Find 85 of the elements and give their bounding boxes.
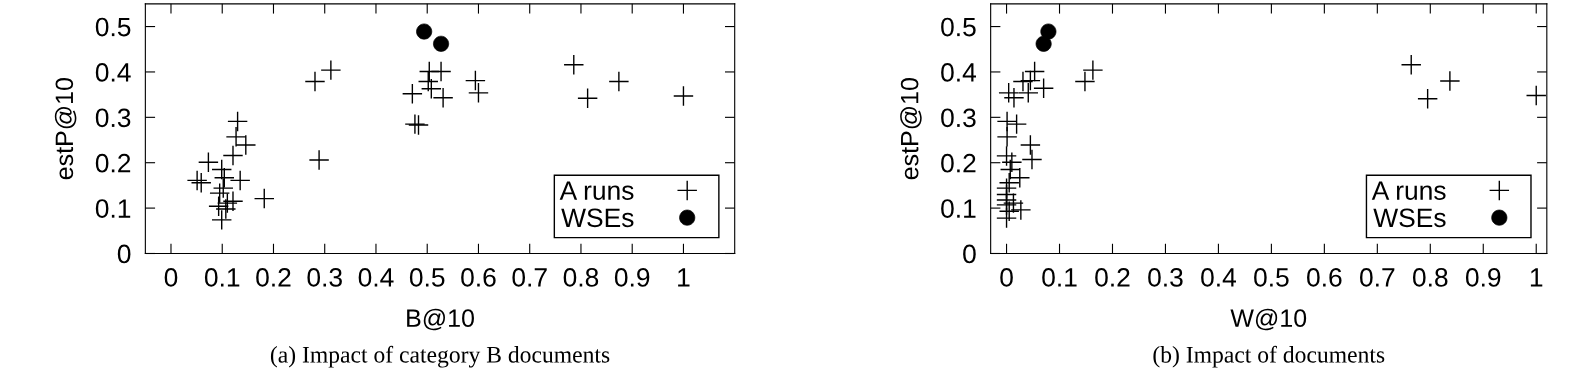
point [464, 70, 486, 91]
x-tick-label: 0.8 [1412, 268, 1448, 287]
y-tick-label: 0.2 [95, 153, 131, 173]
point [1417, 88, 1439, 110]
x-tick-label: 0.2 [256, 268, 291, 287]
point [213, 167, 235, 189]
y-tick-label: 0 [963, 244, 976, 264]
x-tick-label: 0.6 [461, 268, 496, 287]
point [304, 71, 326, 92]
x-tick-label: 1 [678, 268, 690, 287]
x-tick-label: 0.8 [563, 268, 599, 287]
legend-label: WSEs [1373, 208, 1446, 228]
point [211, 159, 233, 180]
x-tick-label: 0.3 [307, 268, 342, 287]
x-tick-label: 0.7 [1360, 268, 1395, 287]
point [999, 159, 1021, 180]
x-tick-label: 0.6 [1307, 268, 1342, 287]
y-tick-label: 0.2 [941, 153, 976, 173]
point [1525, 85, 1547, 106]
point [225, 126, 247, 148]
point [1003, 192, 1024, 214]
point [996, 145, 1017, 167]
point [209, 182, 231, 204]
text: (b) Impact of documents [1153, 345, 1385, 368]
y-tick-label: 0.4 [95, 63, 131, 82]
point [673, 85, 694, 107]
x-tick-label: 0.2 [1095, 268, 1130, 287]
point [211, 209, 233, 231]
point [401, 83, 423, 105]
x-tick-label: 0.9 [614, 268, 650, 287]
x-tick-label: 0.5 [409, 268, 445, 287]
y-tick-label: 0.5 [941, 17, 976, 37]
point [468, 82, 489, 104]
text: (a) Impact of category B documents [270, 345, 610, 368]
point [998, 82, 1020, 104]
y-tick-label: 0.5 [95, 17, 131, 37]
x-tick-label: 0.7 [512, 268, 547, 287]
legend-label: A runs [559, 181, 634, 200]
point [996, 207, 1017, 229]
x-axis-title: B@10 [407, 308, 474, 331]
point [1010, 199, 1032, 221]
point [420, 78, 442, 100]
x-axis-title: W@10 [1230, 308, 1307, 331]
x-tick-label: 0 [164, 268, 178, 287]
point [1439, 70, 1461, 92]
point [1400, 54, 1422, 76]
y-tick-label: 0.1 [941, 199, 976, 218]
point [212, 177, 234, 199]
point [1009, 167, 1031, 189]
y-tick-label: 0.3 [95, 108, 131, 128]
y-axis-title: estP@10 [900, 78, 922, 180]
x-tick-label: 0.1 [204, 268, 240, 287]
y-tick-label: 0.1 [95, 199, 131, 218]
x-tick-label: 0.1 [1042, 268, 1077, 287]
point [1019, 70, 1041, 91]
x-tick-label: 0.5 [1254, 268, 1289, 287]
point [227, 110, 249, 132]
y-tick-label: 0.4 [941, 63, 976, 82]
x-tick-label: 0.9 [1465, 268, 1501, 287]
x-tick-label: 0 [1000, 268, 1013, 287]
point [229, 169, 251, 191]
point [577, 87, 599, 109]
legend-label: A runs [1371, 181, 1446, 200]
point [1017, 82, 1039, 104]
x-tick-label: 0.4 [358, 268, 394, 287]
point [1019, 134, 1041, 156]
point [608, 71, 630, 92]
point [998, 172, 1020, 194]
legend-label: WSEs [561, 208, 634, 228]
point [197, 151, 219, 173]
point [432, 87, 454, 109]
x-tick-label: 0.3 [1148, 268, 1183, 287]
x-tick-label: 0.4 [1201, 268, 1236, 287]
x-tick-label: 1 [1530, 268, 1543, 287]
point [563, 54, 585, 76]
point [308, 149, 330, 171]
y-tick-label: 0.3 [941, 108, 976, 128]
point [1003, 87, 1025, 109]
point [216, 192, 238, 214]
y-tick-label: 0 [117, 244, 131, 264]
point [320, 59, 342, 81]
point [253, 188, 275, 209]
point [1033, 77, 1055, 99]
point [1021, 149, 1043, 170]
y-axis-title: estP@10 [54, 78, 77, 180]
